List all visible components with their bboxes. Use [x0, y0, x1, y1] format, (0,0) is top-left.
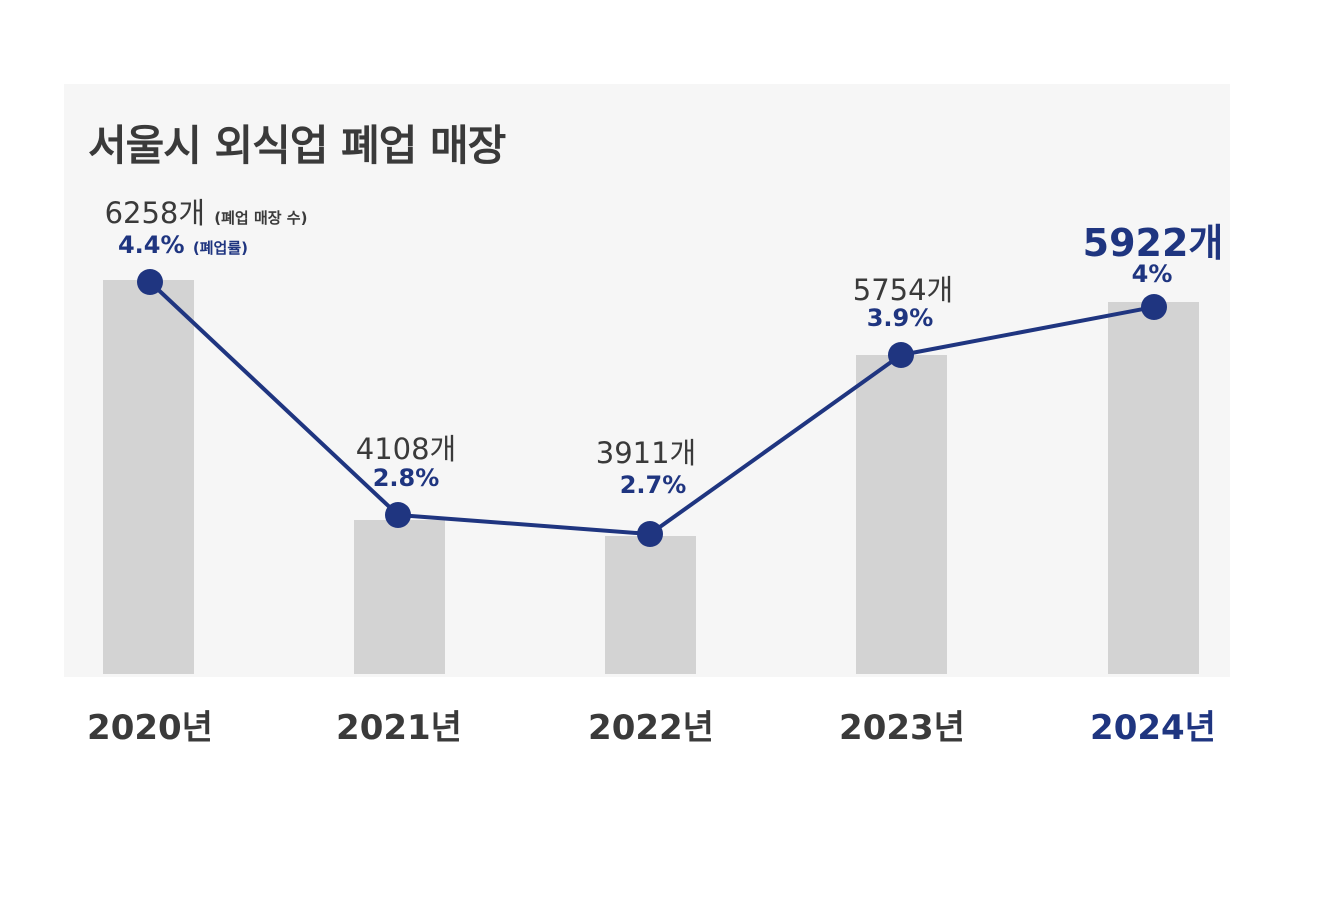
count-label-2022: 3911개 — [595, 436, 697, 470]
bar-2022 — [605, 536, 696, 674]
x-tick-2021: 2021년 — [336, 708, 462, 748]
point-2024 — [1141, 294, 1167, 320]
point-2020 — [137, 269, 163, 295]
bar-2020 — [103, 280, 194, 674]
x-tick-2022: 2022년 — [588, 708, 714, 748]
count-label-2024: 5922개 — [1082, 221, 1224, 265]
bar-2021 — [354, 520, 445, 674]
count-note: (폐업 매장 수) — [214, 209, 308, 227]
bar-2023 — [856, 355, 947, 674]
rate-label-2023: 3.9% — [866, 304, 934, 332]
rate-label-2020: 4.4% (폐업률) — [118, 231, 248, 259]
rate-label-2021: 2.8% — [372, 464, 440, 492]
rate-label-2022: 2.7% — [619, 471, 687, 499]
count-label-2020: 6258개 (폐업 매장 수) — [105, 190, 308, 232]
point-2021 — [385, 502, 411, 528]
point-2023 — [888, 342, 914, 368]
rate-label-2024: 4% — [1131, 260, 1173, 288]
point-2022 — [637, 521, 663, 547]
count-value: 6258개 — [104, 196, 206, 230]
x-tick-2020: 2020년 — [87, 708, 213, 748]
x-tick-2023: 2023년 — [839, 708, 965, 748]
chart-title: 서울시 외식업 폐업 매장 — [88, 121, 506, 170]
rate-note: (폐업률) — [192, 239, 249, 257]
rate-value: 4.4% — [117, 231, 185, 259]
x-tick-2024: 2024년 — [1090, 708, 1216, 748]
count-label-2023: 5754개 — [852, 273, 954, 307]
bar-2024 — [1108, 302, 1199, 674]
count-label-2021: 4108개 — [355, 432, 457, 466]
